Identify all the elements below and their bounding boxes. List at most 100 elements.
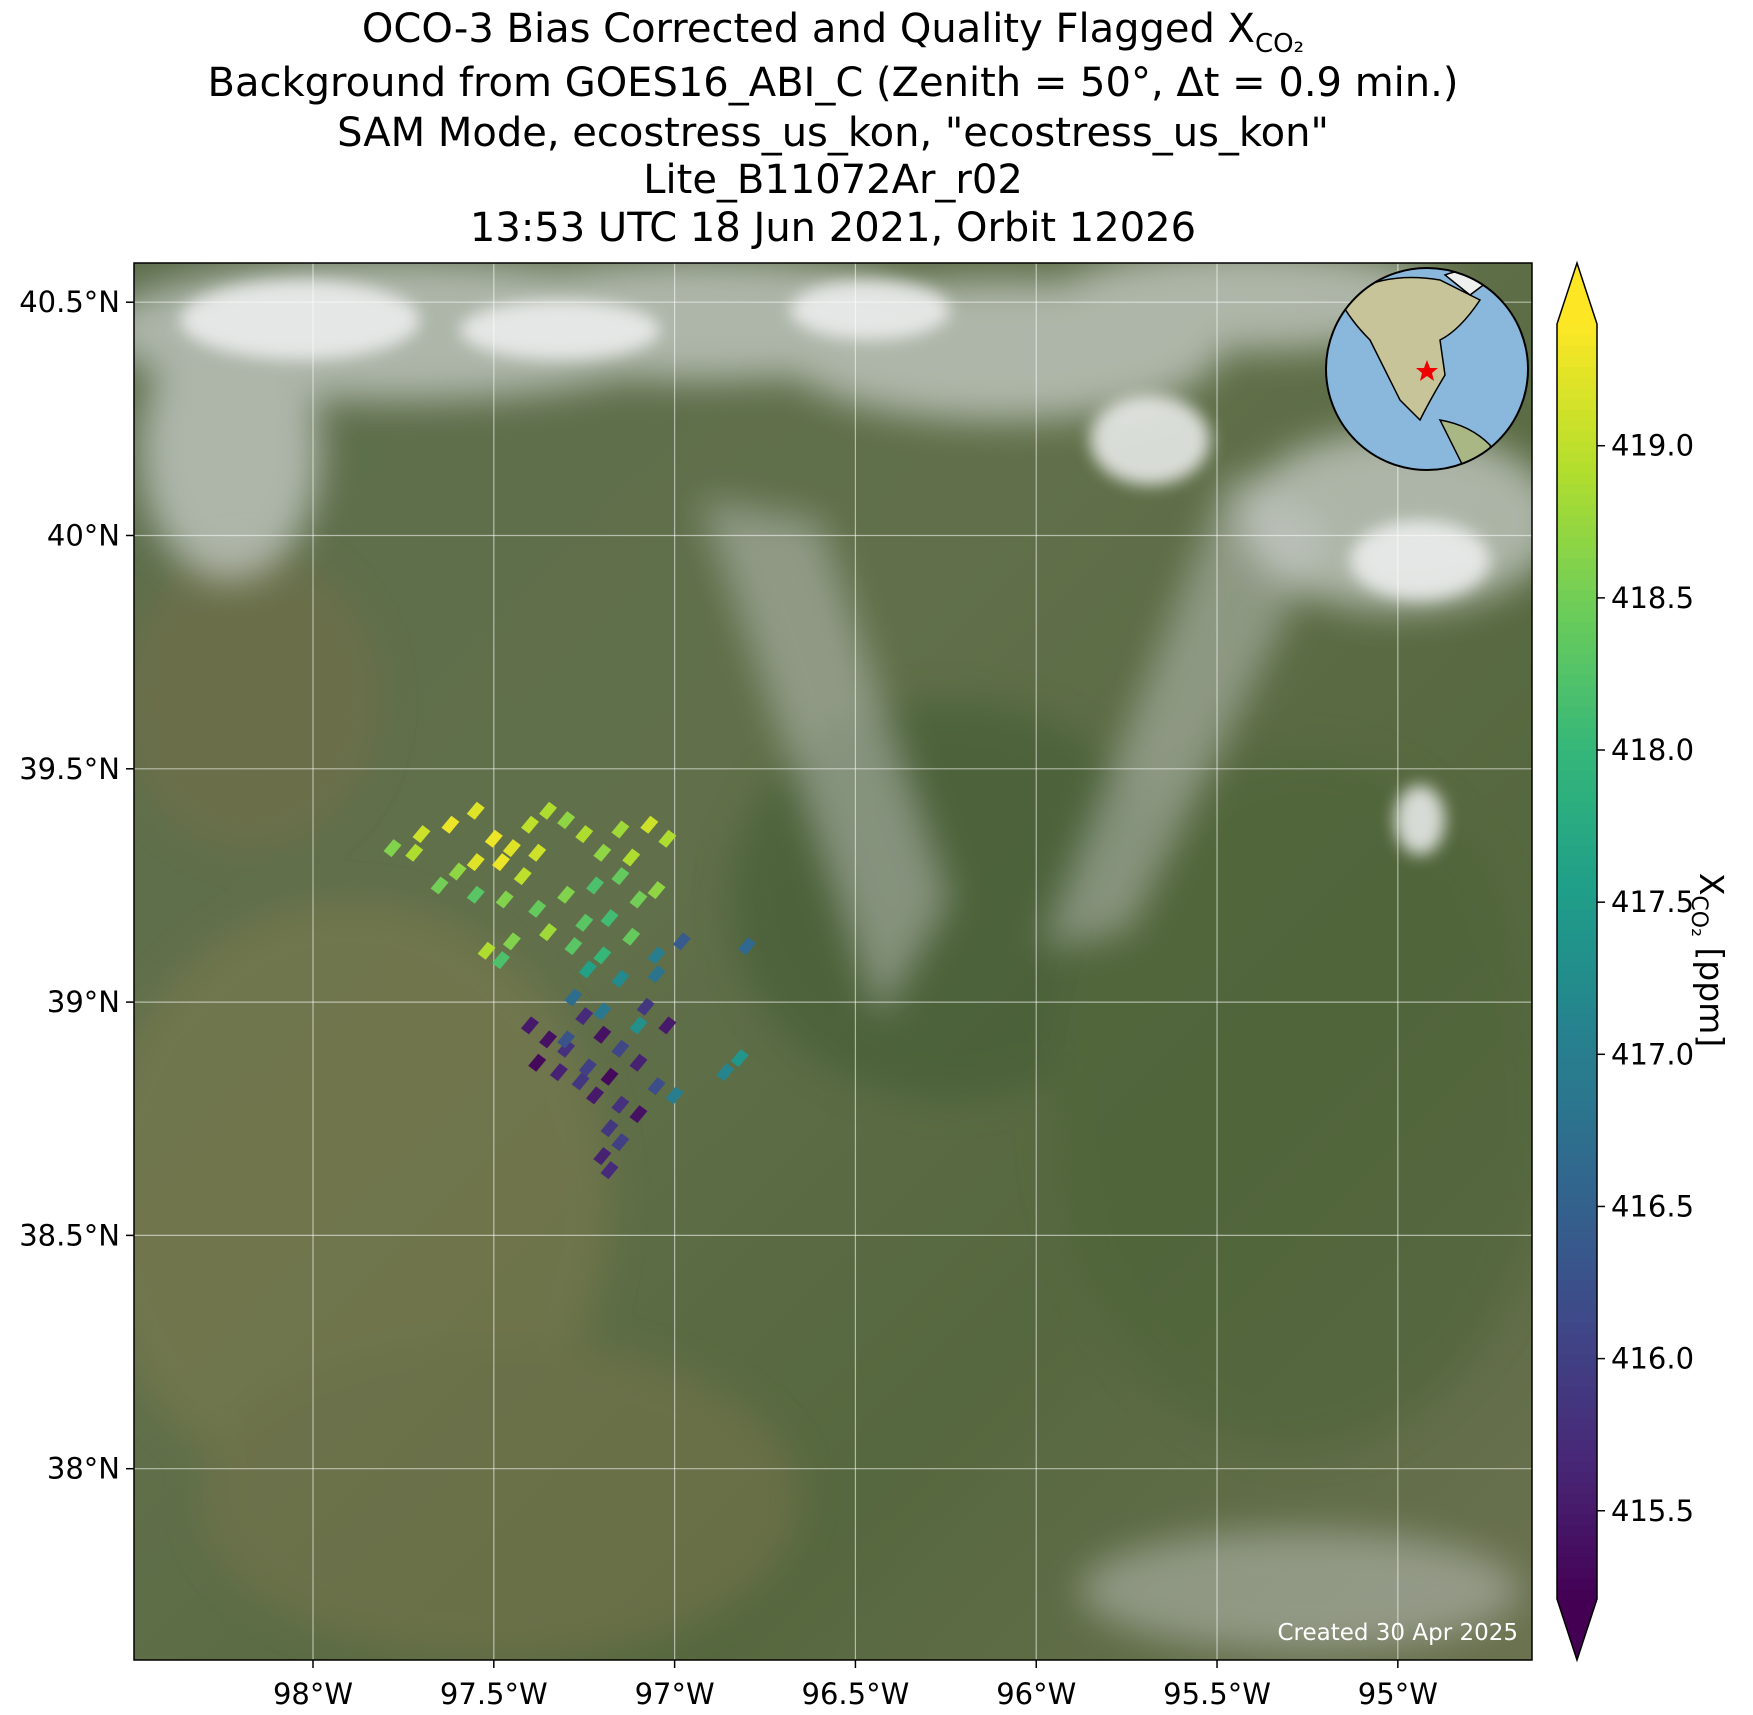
colorbar-segment (1557, 727, 1597, 739)
colorbar-tick-label: 418.5 (1611, 581, 1694, 615)
colorbar-outline (1556, 260, 1598, 1663)
colorbar-segment (1557, 1545, 1597, 1558)
colorbar-segment (1557, 387, 1597, 399)
footprint (383, 839, 402, 858)
footprint (528, 1053, 547, 1072)
colorbar-segment (1557, 1333, 1597, 1345)
colorbar-segment (1557, 462, 1597, 474)
footprint (492, 951, 511, 970)
colorbar-segment (1557, 1057, 1597, 1069)
colorbar-segment (1557, 1280, 1597, 1292)
colorbar-segment (1557, 1142, 1597, 1154)
footnote: Created 30 Apr 2025 (1277, 1620, 1518, 1646)
colorbar-segment (1557, 780, 1597, 793)
colorbar-segment (1557, 1110, 1597, 1122)
colorbar-segment (1557, 579, 1597, 591)
map-frame (133, 262, 1533, 1661)
colorbar-segment (1557, 1035, 1597, 1048)
colorbar-tick-label: 415.5 (1611, 1494, 1694, 1528)
colorbar-segment (1557, 472, 1597, 484)
colorbar-segment (1557, 568, 1597, 580)
footprint (658, 829, 677, 848)
colorbar-segment (1557, 355, 1597, 368)
colorbar-segment (1557, 1524, 1597, 1536)
colorbar-segment (1557, 961, 1597, 973)
colorbar-segment (1557, 1450, 1597, 1462)
colorbar-segment (1557, 1482, 1597, 1494)
footprint (405, 843, 424, 862)
colorbar-segment (1557, 398, 1597, 410)
footprint (737, 937, 756, 956)
colorbar-segment (1557, 557, 1597, 569)
footprint (647, 1077, 666, 1096)
footprint (611, 1039, 630, 1058)
x-tick-label: 95°W (1358, 1677, 1438, 1711)
colorbar-segment (1557, 1514, 1597, 1526)
colorbar-segment (1557, 1120, 1597, 1133)
footprint (520, 1016, 539, 1035)
colorbar-segment (1557, 759, 1597, 771)
colorbar-segment (1557, 982, 1597, 994)
x-tick-label: 97.5°W (440, 1677, 548, 1711)
colorbar-segment (1557, 1460, 1597, 1473)
colorbar-segment (1557, 653, 1597, 665)
footprint (571, 1072, 590, 1091)
colorbar-segment (1557, 632, 1597, 644)
colorbar-segment (1557, 1174, 1597, 1186)
colorbar-extend-min (1557, 1599, 1597, 1660)
footprint (593, 1002, 612, 1021)
footprint (513, 867, 532, 886)
footprint (578, 1058, 597, 1077)
colorbar-segment (1557, 1322, 1597, 1334)
footprint (647, 965, 666, 984)
colorbar-extend-max (1557, 263, 1597, 324)
colorbar-segment (1557, 674, 1597, 686)
colorbar-segment (1557, 409, 1597, 421)
colorbar-segment (1557, 324, 1597, 336)
footprint (665, 1086, 684, 1105)
colorbar-segment (1557, 1248, 1597, 1260)
footprint (593, 1147, 612, 1166)
footprint (640, 815, 659, 834)
footprint (557, 1030, 576, 1049)
footprint (600, 1119, 619, 1138)
footprint (448, 862, 467, 881)
colorbar-segment (1557, 1025, 1597, 1037)
footprint (593, 1025, 612, 1044)
colorbar-segment (1557, 525, 1597, 538)
colorbar-segment (1557, 844, 1597, 856)
colorbar-segment (1557, 1375, 1597, 1388)
colorbar-segment (1557, 600, 1597, 612)
colorbar-segment (1557, 589, 1597, 601)
footprint (586, 1086, 605, 1105)
colorbar-segment (1557, 738, 1597, 750)
footprint (557, 811, 576, 830)
y-tick-label: 39.5°N (19, 752, 120, 786)
x-tick-label: 96°W (996, 1677, 1076, 1711)
footprint (430, 876, 449, 895)
axes: 98°W 97.5°W 97°W 96.5°W 96°W 95.5°W 95°W 40.5°N… (19, 285, 1438, 1711)
colorbar-segment (1557, 1269, 1597, 1281)
title-line: OCO-3 Bias Corrected and Quality Flagged… (362, 6, 1304, 59)
footprint (477, 941, 496, 960)
colorbar-segment (1557, 547, 1597, 559)
colorbar-segment (1557, 515, 1597, 527)
footprint (636, 997, 655, 1016)
colorbar-label-sub: CO₂ (1686, 895, 1711, 937)
footprint (600, 909, 619, 928)
colorbar-segment (1557, 1567, 1597, 1579)
colorbar-segment (1557, 770, 1597, 782)
colorbar-segment (1557, 812, 1597, 824)
footprint (716, 1063, 735, 1082)
footprint (557, 1039, 576, 1058)
colorbar-segment (1557, 483, 1597, 495)
footprint (441, 815, 460, 834)
colorbar-segment (1557, 1184, 1597, 1196)
colorbar-segment (1557, 908, 1597, 920)
y-tick-label: 40°N (47, 518, 120, 552)
colorbar-segment (1557, 919, 1597, 931)
footprint (611, 820, 630, 839)
colorbar-segment (1557, 1195, 1597, 1207)
colorbar-segment (1557, 897, 1597, 909)
footprint (466, 853, 485, 872)
